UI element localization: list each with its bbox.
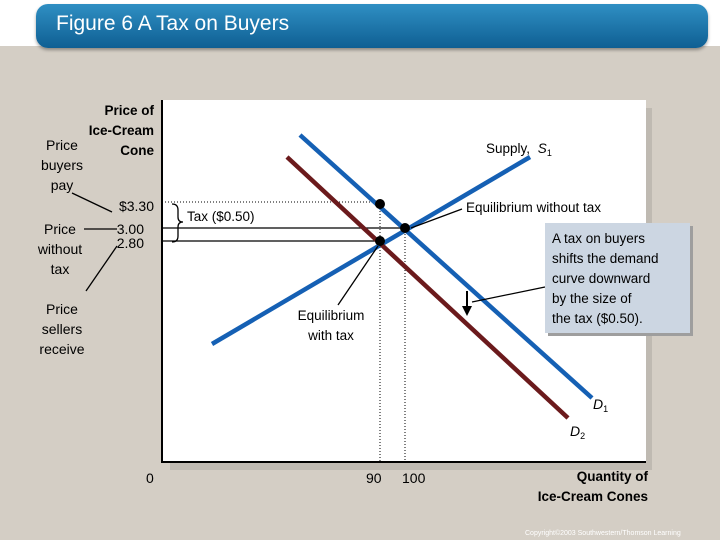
callout-text: A tax on buyers shifts the demand curve … [552,231,659,326]
d2-label: D2 [570,423,585,441]
eq-point-with-tax [375,236,385,246]
supply-subscript: 1 [546,148,552,158]
eq-without-tax-label: Equilibrium without tax [466,200,602,215]
shift-arrowhead-icon [462,306,472,316]
label-price-buyers-pay: Price buyers pay [40,137,84,193]
pointer-buyers-pay [71,192,113,213]
callout-box [545,223,690,333]
d1-subscript: 1 [603,404,609,414]
pointer-sellers-receive [85,245,118,292]
d1-symbol: D [593,396,604,412]
pointer-eq-without-tax [410,208,463,229]
tax-brace [171,203,184,243]
supply-label-text: Supply, [486,141,531,156]
eq-with-tax-label: Equilibrium with tax [297,308,365,343]
tick-qty-90: 90 [366,470,382,486]
y-axis-title-3: Cone [120,143,154,158]
supply-symbol: S [537,141,547,156]
label-price-without-tax: Price without tax [37,221,83,277]
title-bar [36,4,708,48]
x-axis-title-1: Quantity of [576,469,648,484]
tick-qty-100: 100 [402,470,426,486]
y-axis-title-1: Price of [104,103,154,118]
tick-price-300: 3.00 [116,221,144,237]
d1-label: D1 [593,396,608,414]
copyright-notice: Copyright©2003 Southwestern/Thomson Lear… [525,530,681,537]
x-axis-title-2: Ice-Cream Cones [537,489,648,504]
supply-label: Supply, S1 [486,141,552,158]
tick-price-280: 2.80 [116,235,144,251]
pointer-callout [471,286,546,303]
eq-point-buyers-pay [375,199,385,209]
supply-curve [210,155,532,346]
d2-symbol: D [570,423,581,439]
y-axis-title-2: Ice-Cream [88,123,154,138]
label-price-sellers-receive: Price sellers receive [39,301,85,357]
slide-title: Figure 6 A Tax on Buyers [56,12,290,35]
tax-label: Tax ($0.50) [187,209,255,224]
origin-label: 0 [146,470,154,486]
eq-point-without-tax [400,223,410,233]
demand-curve-d2 [285,155,570,420]
pointer-eq-with-tax [337,245,379,306]
d2-subscript: 2 [580,431,586,441]
tick-price-330: $3.30 [118,198,154,214]
demand-curve-d1 [298,133,594,400]
